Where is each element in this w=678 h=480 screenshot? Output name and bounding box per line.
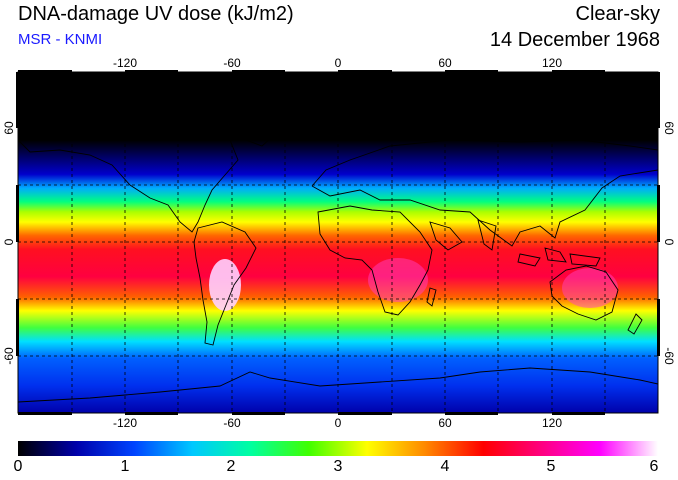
- color-scale-label: 5: [546, 458, 556, 475]
- color-scale-label: 0: [13, 458, 23, 475]
- lon-label-top: 60: [438, 56, 452, 70]
- map-frame: [16, 70, 660, 415]
- uv-dose-map: -120 -60 0 60 120 -120 -60 0 60 120 60 0…: [2, 56, 676, 430]
- lat-label-right: -60: [662, 347, 676, 365]
- color-scale-label: 3: [333, 458, 343, 475]
- uv-high-africa: [368, 258, 428, 302]
- lon-label-top: -120: [113, 56, 137, 70]
- lat-label-left: 0: [2, 238, 16, 245]
- sky-condition-label: Clear-sky: [575, 3, 660, 25]
- lon-label-bottom: 120: [542, 416, 562, 430]
- date-label: 14 December 1968: [489, 29, 660, 51]
- lon-label-top: 120: [542, 56, 562, 70]
- lon-label-top: -60: [223, 56, 241, 70]
- color-scale-label: 2: [226, 458, 236, 475]
- source-label: MSR - KNMI: [18, 31, 103, 48]
- lat-label-left: -60: [2, 347, 16, 365]
- lon-label-top: 0: [335, 56, 342, 70]
- uv-max-south-america: [209, 259, 241, 311]
- lon-label-bottom: 0: [335, 416, 342, 430]
- graticule: [18, 72, 658, 413]
- lon-label-bottom: -120: [113, 416, 137, 430]
- uv-high-australia: [562, 268, 618, 308]
- lon-label-bottom: 60: [438, 416, 452, 430]
- coastlines: [18, 99, 658, 403]
- lon-label-bottom: -60: [223, 416, 241, 430]
- color-scale-bar: [18, 441, 658, 456]
- color-scale-label: 4: [440, 458, 450, 475]
- color-scale-label: 6: [649, 458, 659, 475]
- color-scale-label: 1: [120, 458, 130, 475]
- lat-label-right: 0: [662, 239, 676, 246]
- map-title: DNA-damage UV dose (kJ/m2): [18, 3, 294, 25]
- lat-label-left: 60: [2, 121, 16, 135]
- lat-label-right: 60: [662, 121, 676, 135]
